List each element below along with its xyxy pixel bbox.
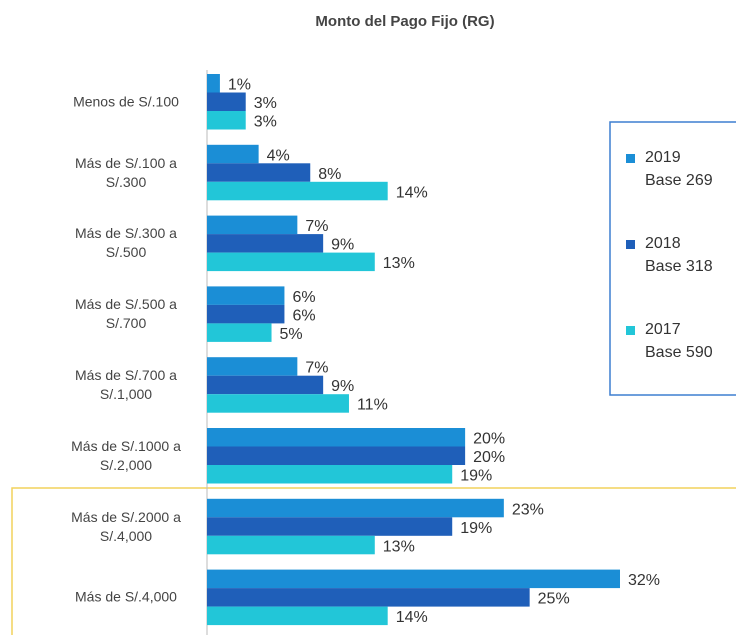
value-label: 9% [331,378,354,395]
category-label: Más de S/.2000 a S/.4,000 [71,508,181,544]
bar [207,144,259,164]
bar [207,569,620,589]
value-label: 20% [473,430,505,447]
bar [207,465,453,484]
value-label: 4% [267,147,290,164]
bar [207,535,375,555]
bar [207,357,298,376]
value-label: 1% [228,76,251,93]
bar [207,428,466,447]
value-label: 20% [473,449,505,466]
value-label: 19% [460,520,492,537]
value-label: 11% [357,397,388,414]
bar [207,252,375,272]
bar [207,517,453,536]
value-label: 13% [383,538,415,555]
legend-swatch [626,240,635,249]
category-label: Más de S/.500 a S/.700 [75,296,177,332]
value-label: 32% [628,572,660,589]
bar [207,323,272,342]
legend-base: Base 318 [645,258,713,275]
bar [207,92,246,111]
value-label: 8% [318,166,341,183]
bar [207,606,388,626]
category-label: Menos de S/.100 [73,93,179,110]
legend-name: 2019 [645,149,681,166]
bar [207,375,324,395]
value-label: 13% [383,255,415,272]
bar [207,111,246,130]
bar [207,163,311,182]
legend-swatch [626,154,635,163]
legend-entry: 2018 Base 318 [645,232,713,278]
bar [207,74,220,93]
category-label: Más de S/.4,000 [75,588,177,605]
value-label: 19% [460,467,492,484]
value-label: 3% [254,95,277,112]
value-label: 14% [396,609,428,626]
legend-entry: 2017 Base 590 [645,318,713,364]
bar [207,215,298,235]
legend-name: 2018 [645,235,681,252]
chart-title: Monto del Pago Fijo (RG) [315,13,494,30]
value-label: 5% [280,326,303,343]
bar [207,286,285,305]
category-label: Más de S/.1000 a S/.2,000 [71,437,181,473]
legend-swatch [626,326,635,335]
category-label: Más de S/.700 a S/.1,000 [75,366,177,402]
value-label: 7% [305,218,328,235]
value-label: 6% [292,289,315,306]
bar [207,234,324,253]
value-label: 9% [331,237,354,254]
legend-entry: 2019 Base 269 [645,146,713,192]
value-label: 6% [292,307,315,324]
category-label: Más de S/.100 a S/.300 [75,154,177,190]
bar [207,394,349,413]
bar [207,588,530,607]
bar [207,304,285,324]
legend-box [609,121,736,396]
value-label: 25% [538,591,570,608]
legend-name: 2017 [645,321,681,338]
bar [207,181,388,201]
category-label: Más de S/.300 a S/.500 [75,225,177,261]
value-label: 14% [396,184,428,201]
legend-base: Base 269 [645,172,713,189]
highlight-box [11,487,736,635]
value-label: 23% [512,501,544,518]
value-label: 3% [254,113,277,130]
value-label: 7% [305,360,328,377]
bar [207,498,504,518]
bar [207,446,466,465]
legend-base: Base 590 [645,344,713,361]
